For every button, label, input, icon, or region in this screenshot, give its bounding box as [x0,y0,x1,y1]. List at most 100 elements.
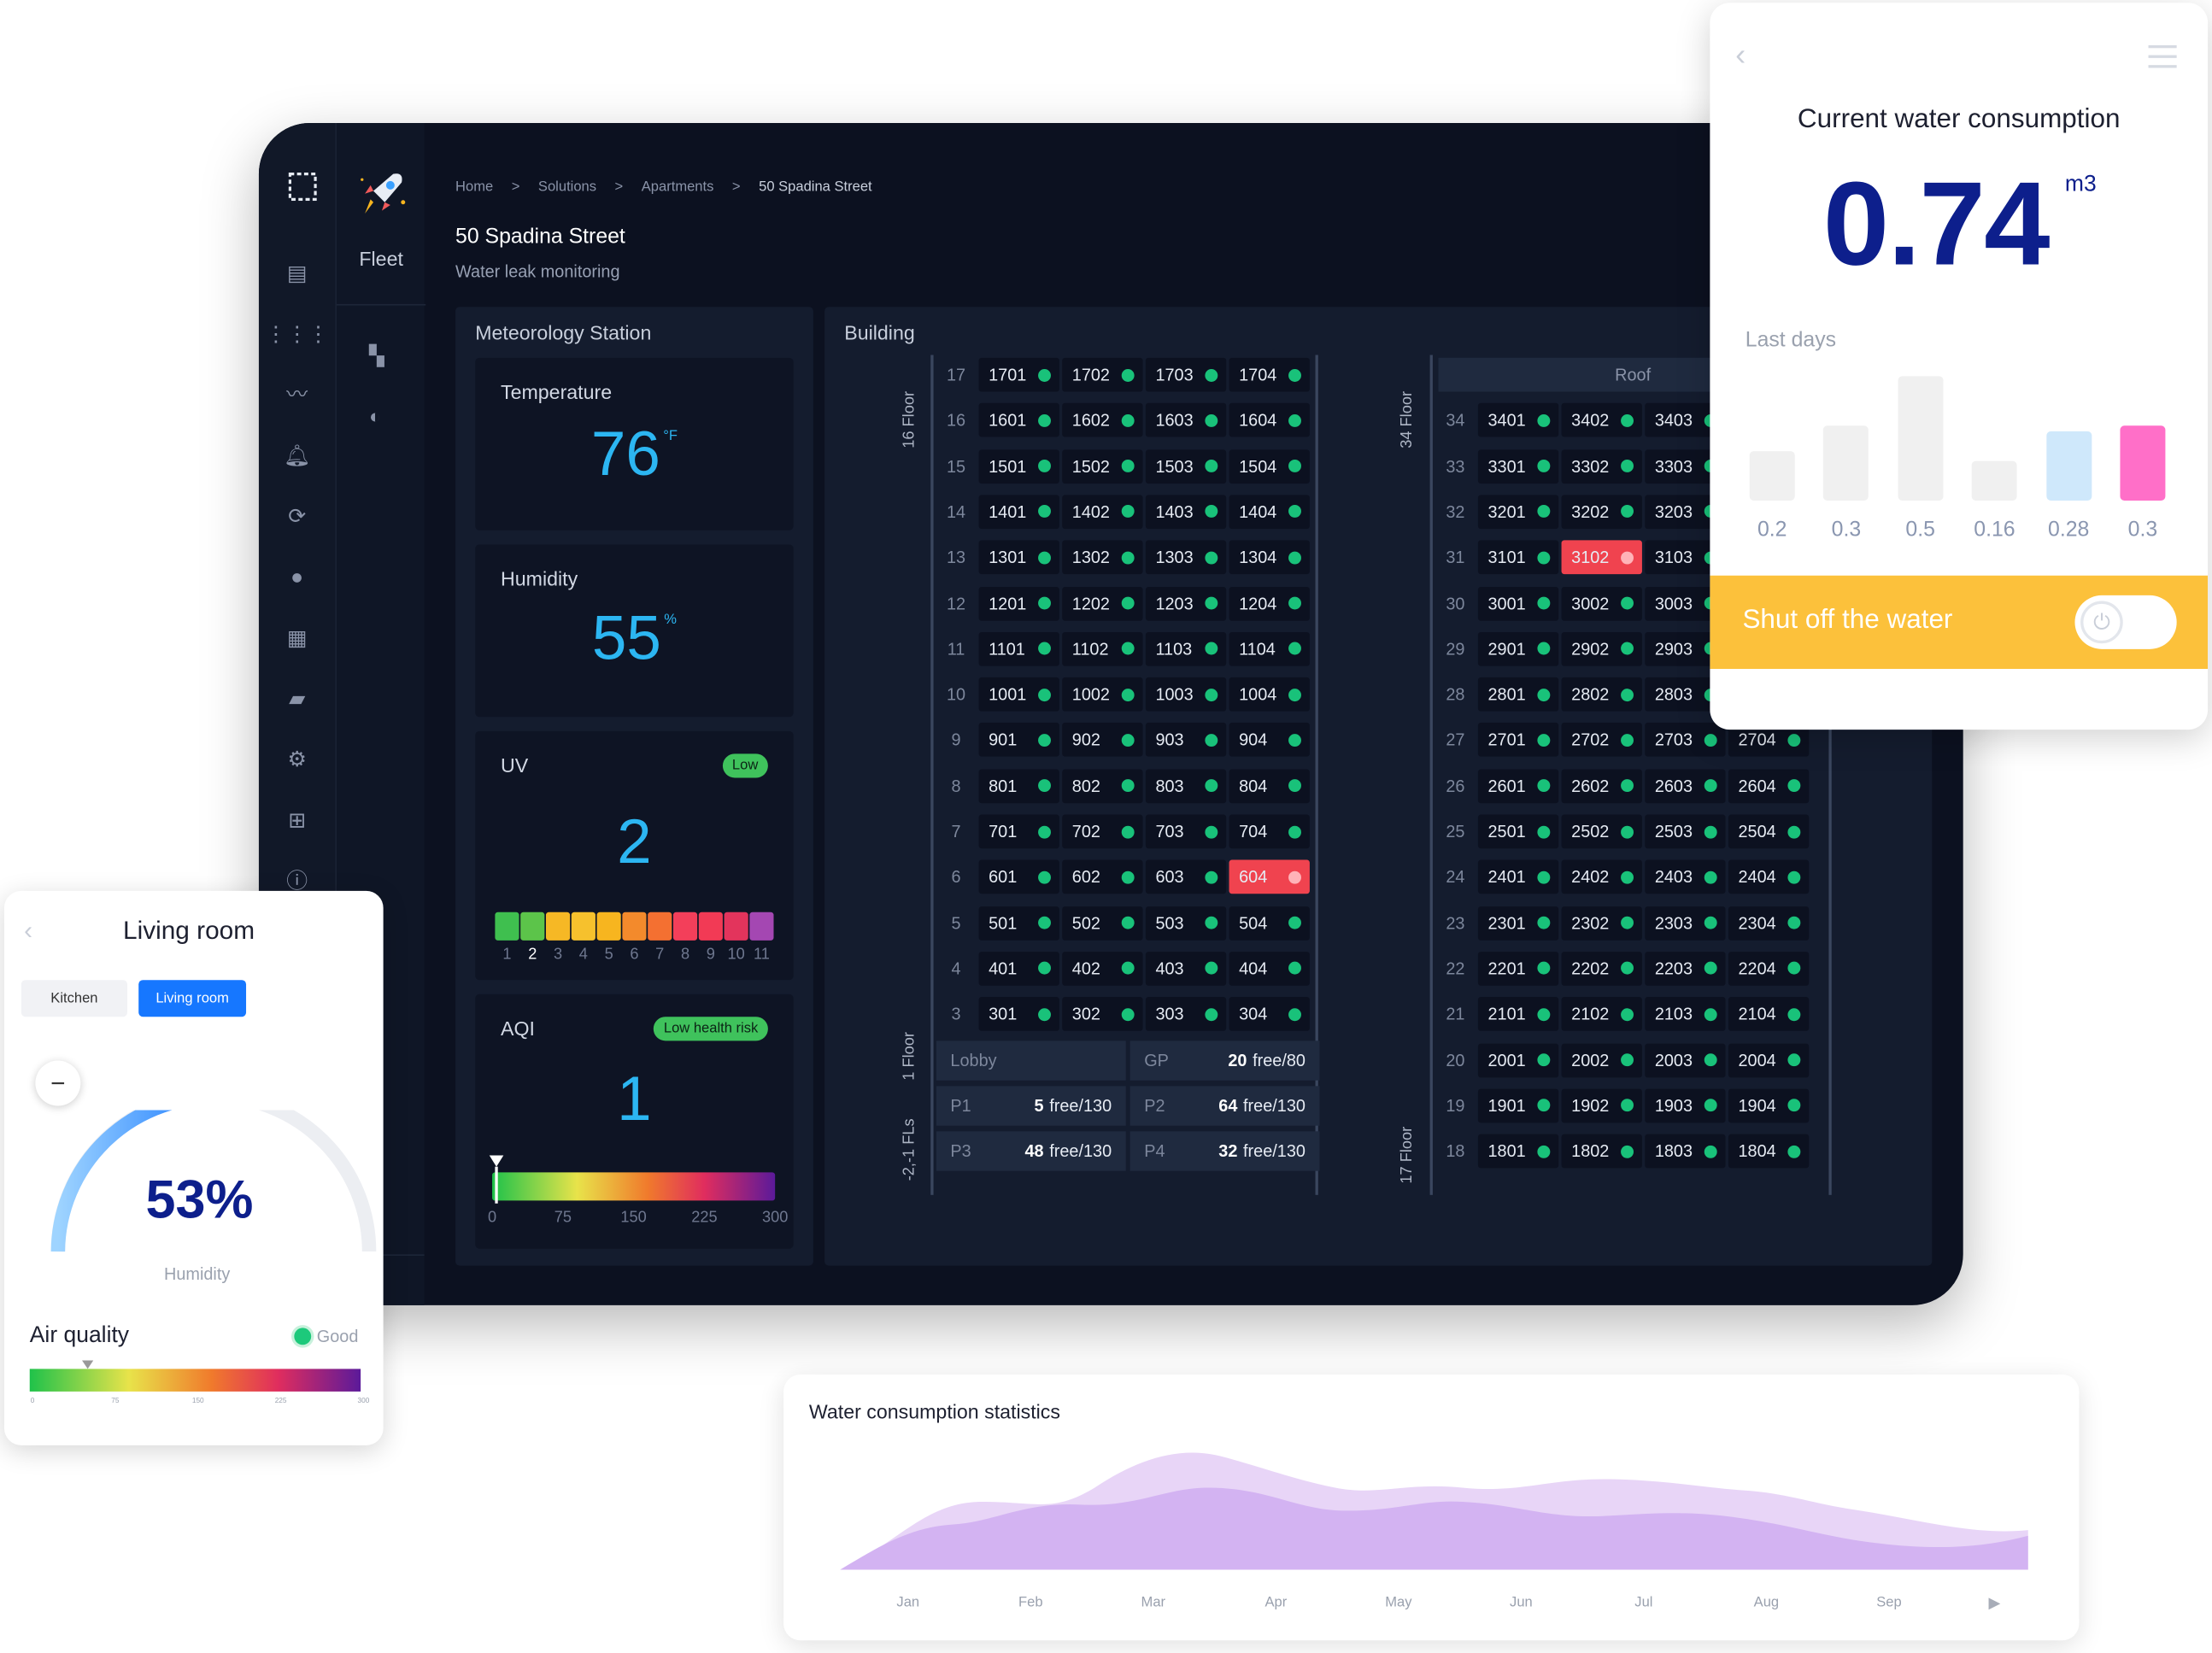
apartment-unit[interactable]: 803 [1145,769,1227,803]
apartment-unit[interactable]: 2304 [1728,906,1810,941]
apartment-unit[interactable]: 901 [978,723,1059,758]
apartment-unit[interactable]: 2404 [1728,859,1810,894]
apartment-unit[interactable]: 3302 [1561,448,1642,484]
apartment-unit[interactable]: 501 [978,906,1059,941]
apartment-unit[interactable]: 1404 [1229,495,1310,529]
apartment-unit[interactable]: 604 [1229,859,1310,894]
menu-icon[interactable] [2148,44,2177,75]
apartment-unit[interactable]: 2503 [1645,814,1726,849]
apartment-unit[interactable]: 702 [1062,814,1143,849]
apartment-unit[interactable]: 1803 [1645,1134,1726,1169]
apartment-unit[interactable]: 402 [1062,951,1143,986]
apartment-unit[interactable]: 1003 [1145,677,1227,712]
folder-star-icon[interactable]: ▰ [289,686,306,711]
apartment-unit[interactable]: 1703 [1145,357,1227,392]
apartment-unit[interactable]: 303 [1145,997,1227,1032]
apartment-unit[interactable]: 701 [978,814,1059,849]
apartment-unit[interactable]: 801 [978,769,1059,803]
apartment-unit[interactable]: 1401 [978,495,1059,529]
apartment-unit[interactable]: 601 [978,859,1059,894]
apartment-unit[interactable]: 2702 [1561,723,1642,758]
apartment-unit[interactable]: 3001 [1477,586,1559,620]
alarm-bell-icon[interactable]: 🔔︎ [283,443,311,468]
apartment-unit[interactable]: 404 [1229,951,1310,986]
apartment-unit[interactable]: 3202 [1561,495,1642,529]
app-logo-icon[interactable] [288,172,317,202]
apartment-unit[interactable]: 2303 [1645,906,1726,941]
apartment-unit[interactable]: 1304 [1229,540,1310,575]
apartment-unit[interactable]: 2204 [1728,951,1810,986]
apartment-unit[interactable]: 1202 [1062,586,1143,620]
apartment-unit[interactable]: 403 [1145,951,1227,986]
parking-cell[interactable]: P4 32 free/130 [1129,1131,1320,1171]
apartment-unit[interactable]: 2901 [1477,631,1559,666]
parking-cell[interactable]: P1 5 free/130 [936,1086,1126,1126]
help-icon[interactable]: ⓘ [286,869,308,894]
apartment-unit[interactable]: 2801 [1477,677,1559,712]
apartment-unit[interactable]: 2002 [1561,1042,1642,1077]
apartment-unit[interactable]: 2601 [1477,769,1559,803]
apartment-unit[interactable]: 2603 [1645,769,1726,803]
analytics-icon[interactable]: 〰 [286,382,308,407]
apartment-unit[interactable]: 602 [1062,859,1143,894]
apartment-unit[interactable]: 1403 [1145,495,1227,529]
water-drop-icon[interactable]: ◐ [369,404,382,427]
apartment-unit[interactable]: 2604 [1728,769,1810,803]
apartment-unit[interactable]: 2004 [1728,1042,1810,1077]
apartment-unit[interactable]: 2202 [1561,951,1642,986]
apartment-unit[interactable]: 1303 [1145,540,1227,575]
apartment-unit[interactable]: 2003 [1645,1042,1726,1077]
apartment-unit[interactable]: 1802 [1561,1134,1642,1169]
apartment-unit[interactable]: 2703 [1645,723,1726,758]
apartment-unit[interactable]: 2403 [1645,859,1726,894]
apartment-unit[interactable]: 903 [1145,723,1227,758]
apartment-unit[interactable]: 3002 [1561,586,1642,620]
apartment-unit[interactable]: 1903 [1645,1088,1726,1123]
apartment-unit[interactable]: 3201 [1477,495,1559,529]
apartment-unit[interactable]: 2802 [1561,677,1642,712]
tab-living-room[interactable]: Living room [138,980,247,1017]
play-icon[interactable]: ▶ [1988,1595,2001,1613]
widgets-icon[interactable]: ⊞ [288,808,307,833]
apartment-unit[interactable]: 1104 [1229,631,1310,666]
apartment-unit[interactable]: 1402 [1062,495,1143,529]
breadcrumb-apartments[interactable]: Apartments [641,179,714,196]
layout-icon[interactable]: ▚ [369,343,384,366]
apartment-unit[interactable]: 1604 [1229,403,1310,438]
breadcrumb-home[interactable]: Home [455,179,494,196]
apartment-unit[interactable]: 904 [1229,723,1310,758]
apartment-unit[interactable]: 1804 [1728,1134,1810,1169]
apartment-unit[interactable]: 1201 [978,586,1059,620]
apartment-unit[interactable]: 804 [1229,769,1310,803]
apartment-unit[interactable]: 1002 [1062,677,1143,712]
apartment-unit[interactable]: 1601 [978,403,1059,438]
apartment-unit[interactable]: 2501 [1477,814,1559,849]
apartment-unit[interactable]: 1702 [1062,357,1143,392]
apartment-unit[interactable]: 2001 [1477,1042,1559,1077]
apartment-unit[interactable]: 2602 [1561,769,1642,803]
apartment-unit[interactable]: 2104 [1728,997,1810,1032]
account-icon[interactable]: ● [290,565,304,589]
apartment-unit[interactable]: 2504 [1728,814,1810,849]
apartment-unit[interactable]: 2102 [1561,997,1642,1032]
apartment-unit[interactable]: 603 [1145,859,1227,894]
shutoff-toggle[interactable]: ⏻ [2074,595,2177,649]
back-chevron-icon[interactable]: ‹ [1735,37,1746,73]
apartment-unit[interactable]: 1203 [1145,586,1227,620]
apartment-unit[interactable]: 902 [1062,723,1143,758]
apartment-unit[interactable]: 2502 [1561,814,1642,849]
apartment-unit[interactable]: 2402 [1561,859,1642,894]
apartment-unit[interactable]: 304 [1229,997,1310,1032]
settings-gear-icon[interactable]: ⚙ [287,747,307,772]
apartment-unit[interactable]: 1801 [1477,1134,1559,1169]
parking-cell[interactable]: P3 48 free/130 [936,1131,1126,1171]
apartment-unit[interactable]: 1902 [1561,1088,1642,1123]
apartment-unit[interactable]: 2203 [1645,951,1726,986]
apartment-unit[interactable]: 3301 [1477,448,1559,484]
tab-kitchen[interactable]: Kitchen [21,980,127,1017]
refresh-icon[interactable]: ⟳ [288,504,307,529]
apartment-unit[interactable]: 1901 [1477,1088,1559,1123]
apartment-unit[interactable]: 1504 [1229,448,1310,484]
apartment-unit[interactable]: 2302 [1561,906,1642,941]
apartment-unit[interactable]: 3402 [1561,403,1642,438]
